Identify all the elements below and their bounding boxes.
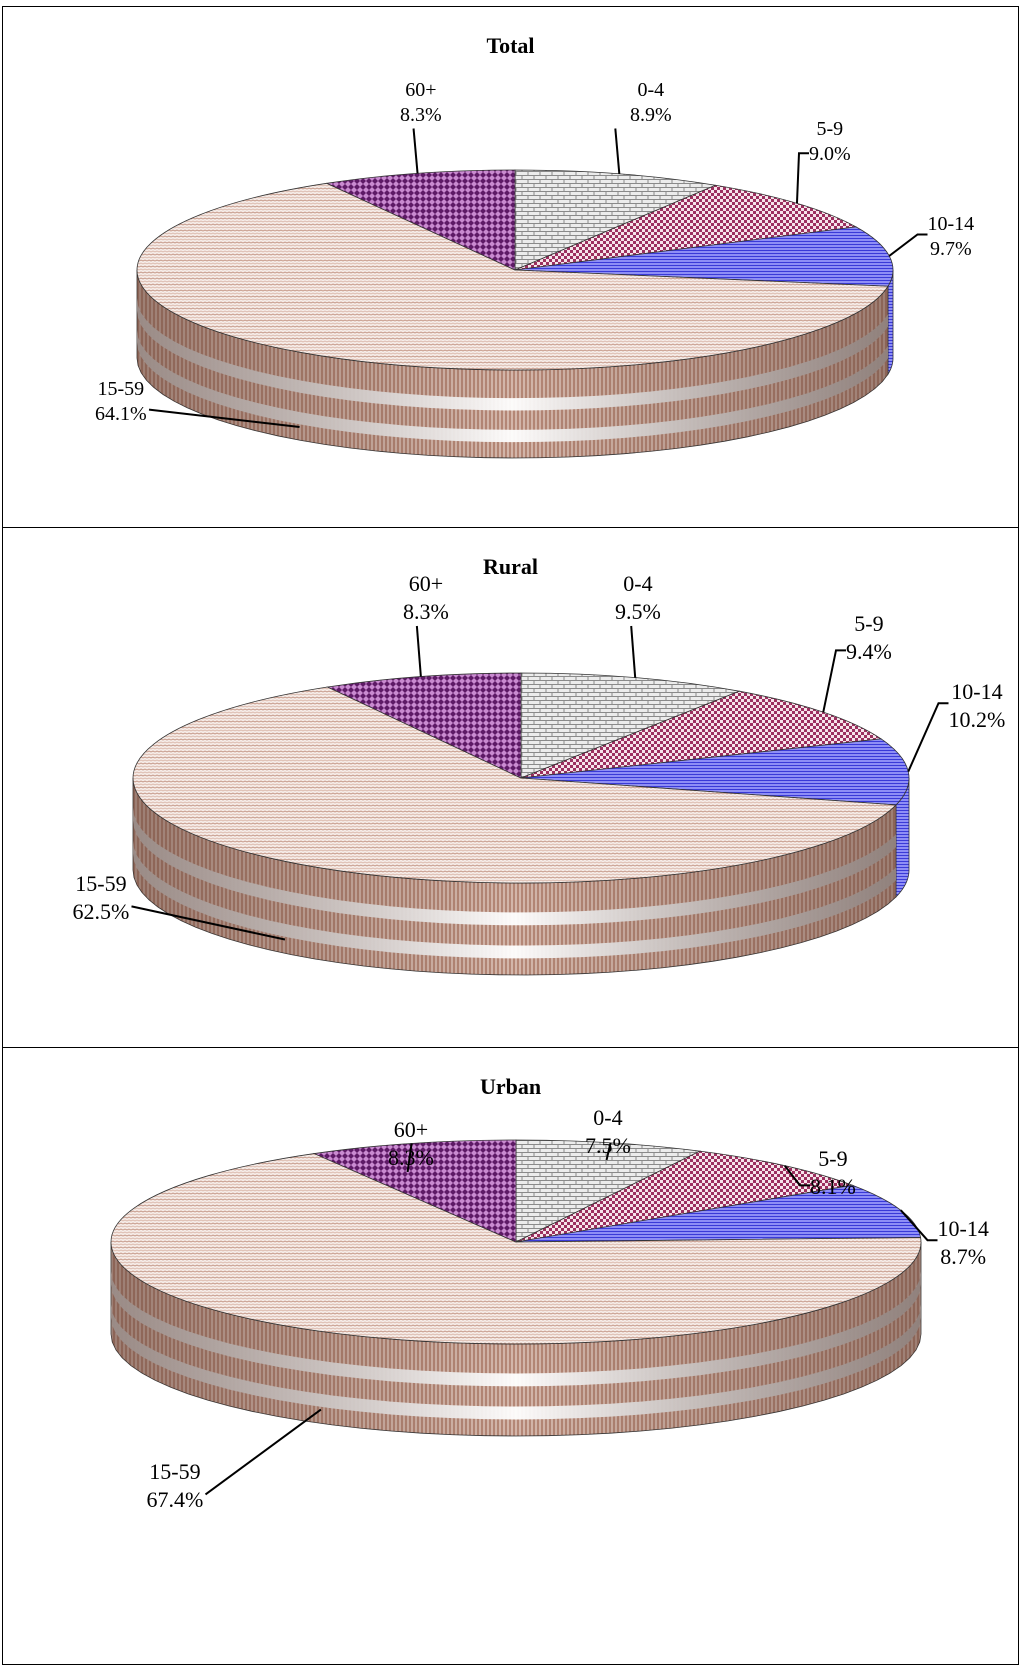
- leader-line-5-9: [783, 1165, 810, 1187]
- leader-line-60plus: [406, 1143, 413, 1173]
- slice-label-value: 8.9%: [630, 104, 672, 127]
- leader-line-10-14: [900, 1209, 938, 1242]
- pie-chart-svg: [131, 625, 949, 976]
- pie-slice-10-14: [520, 738, 910, 806]
- slice-label-name: 5-9: [854, 611, 884, 636]
- chart-title: Rural: [483, 554, 538, 579]
- slice-label-name: 60+: [408, 571, 444, 596]
- pie-side-shade: [111, 1242, 921, 1436]
- pie-slice-10-14: [515, 1184, 922, 1243]
- slice-label-name: 15-59: [149, 1459, 201, 1484]
- leader-line-5-9: [795, 152, 809, 204]
- pie-panel-urban: Urban 0-4 7.5% 5-9 8.1% 10-14 8.7% 15-59 67.4% 60…: [3, 1047, 1018, 1666]
- slice-label-name: 15-59: [75, 871, 127, 896]
- slice-label-value: 9.0%: [809, 143, 851, 166]
- pie-top: [136, 169, 894, 371]
- slice-label-10-14: 10-14 9.7%: [928, 212, 975, 263]
- leader-line-0-4: [614, 128, 621, 174]
- slice-label-name: 0-4: [637, 78, 665, 101]
- pie-panel-rural: Rural 0-4 9.5% 5-9 9.4% 10-14 10.2% 15-59 62.5% 6…: [3, 527, 1018, 1047]
- pie-slice-15-59: [110, 1153, 922, 1345]
- pie-side-shade: [133, 778, 897, 975]
- chart-title: Total: [486, 33, 535, 58]
- leader-line-15-59: [148, 408, 300, 428]
- leader-line-10-14: [907, 702, 949, 772]
- leader-line-0-4: [630, 625, 637, 678]
- leader-line-0-4: [605, 1142, 612, 1161]
- chart-frame: Total 0-4 8.9% 5-9 9.0% 10-14 9.7% 15-59 64.1% 60…: [2, 6, 1019, 1665]
- slice-label-value: 67.4%: [146, 1487, 204, 1513]
- slice-label-value: 8.7%: [940, 1244, 987, 1270]
- pie-side-shade: [137, 270, 888, 458]
- slice-label-name: 0-4: [593, 1105, 623, 1130]
- pie-panel-total: Total 0-4 8.9% 5-9 9.0% 10-14 9.7% 15-59 64.1% 60…: [3, 7, 1018, 527]
- pie-chart-svg: [136, 128, 928, 459]
- slice-label-60plus: 60+ 8.3%: [403, 570, 449, 626]
- slice-label-name: 60+: [405, 78, 437, 101]
- pie-top: [110, 1139, 922, 1345]
- leader-line-5-9: [822, 649, 846, 713]
- slice-label-value: 9.5%: [615, 599, 661, 625]
- pie-slice-0-4: [515, 1139, 702, 1243]
- slice-label-15-59: 15-59 62.5%: [73, 870, 130, 926]
- pie-top: [132, 672, 910, 884]
- slice-label-value: 62.5%: [72, 899, 130, 925]
- pie-slice-0-4: [520, 672, 741, 779]
- pie-slice-15-59: [136, 182, 889, 371]
- pie-slice-15-59: [132, 686, 897, 884]
- pie-slice-10-14: [514, 226, 894, 287]
- slice-label-10-14: 10-14 10.2%: [949, 678, 1006, 734]
- slice-label-5-9: 5-9 8.1%: [810, 1145, 856, 1201]
- slice-label-name: 5-9: [816, 117, 844, 140]
- pie-slice-5-9: [520, 690, 883, 779]
- slice-label-name: 10-14: [951, 679, 1003, 704]
- slice-label-name: 5-9: [818, 1146, 848, 1171]
- slice-label-60plus: 60+ 8.3%: [388, 1116, 434, 1172]
- slice-label-value: 8.3%: [403, 599, 449, 625]
- slice-label-name: 10-14: [937, 1216, 989, 1241]
- leader-line-60plus: [415, 625, 422, 677]
- pie-slice-60plus: [325, 169, 516, 271]
- slice-label-15-59: 15-59 64.1%: [95, 377, 147, 428]
- slice-label-0-4: 0-4 7.5%: [585, 1104, 631, 1160]
- slice-label-value: 7.5%: [585, 1133, 631, 1159]
- slice-label-value: 64.1%: [95, 403, 147, 426]
- pie-chart-svg: [110, 1139, 938, 1496]
- slice-label-5-9: 5-9 9.4%: [846, 610, 892, 666]
- slice-label-value: 8.1%: [810, 1174, 856, 1200]
- chart-title: Urban: [479, 1074, 542, 1099]
- slice-label-name: 15-59: [97, 377, 145, 400]
- slice-label-value: 9.7%: [930, 238, 972, 261]
- pie-slice-5-9: [515, 1150, 854, 1243]
- slice-label-5-9: 5-9 9.0%: [809, 117, 851, 168]
- leader-line-15-59: [131, 905, 286, 941]
- slice-label-60plus: 60+ 8.3%: [400, 78, 442, 129]
- slice-label-10-14: 10-14 8.7%: [938, 1215, 989, 1271]
- leader-line-15-59: [204, 1408, 322, 1496]
- slice-label-name: 10-14: [927, 212, 975, 235]
- slice-label-0-4: 0-4 8.9%: [630, 78, 672, 129]
- slice-label-value: 9.4%: [846, 639, 892, 665]
- slice-label-value: 8.3%: [388, 1145, 434, 1171]
- slice-label-name: 0-4: [623, 571, 653, 596]
- leader-line-10-14: [888, 233, 928, 257]
- slice-label-value: 8.3%: [400, 104, 442, 127]
- leader-line-60plus: [412, 128, 419, 174]
- slice-label-value: 10.2%: [948, 707, 1006, 733]
- pie-slice-60plus: [326, 672, 522, 779]
- slice-label-name: 60+: [393, 1117, 429, 1142]
- slice-label-15-59: 15-59 67.4%: [147, 1458, 204, 1514]
- slice-label-0-4: 0-4 9.5%: [615, 570, 661, 626]
